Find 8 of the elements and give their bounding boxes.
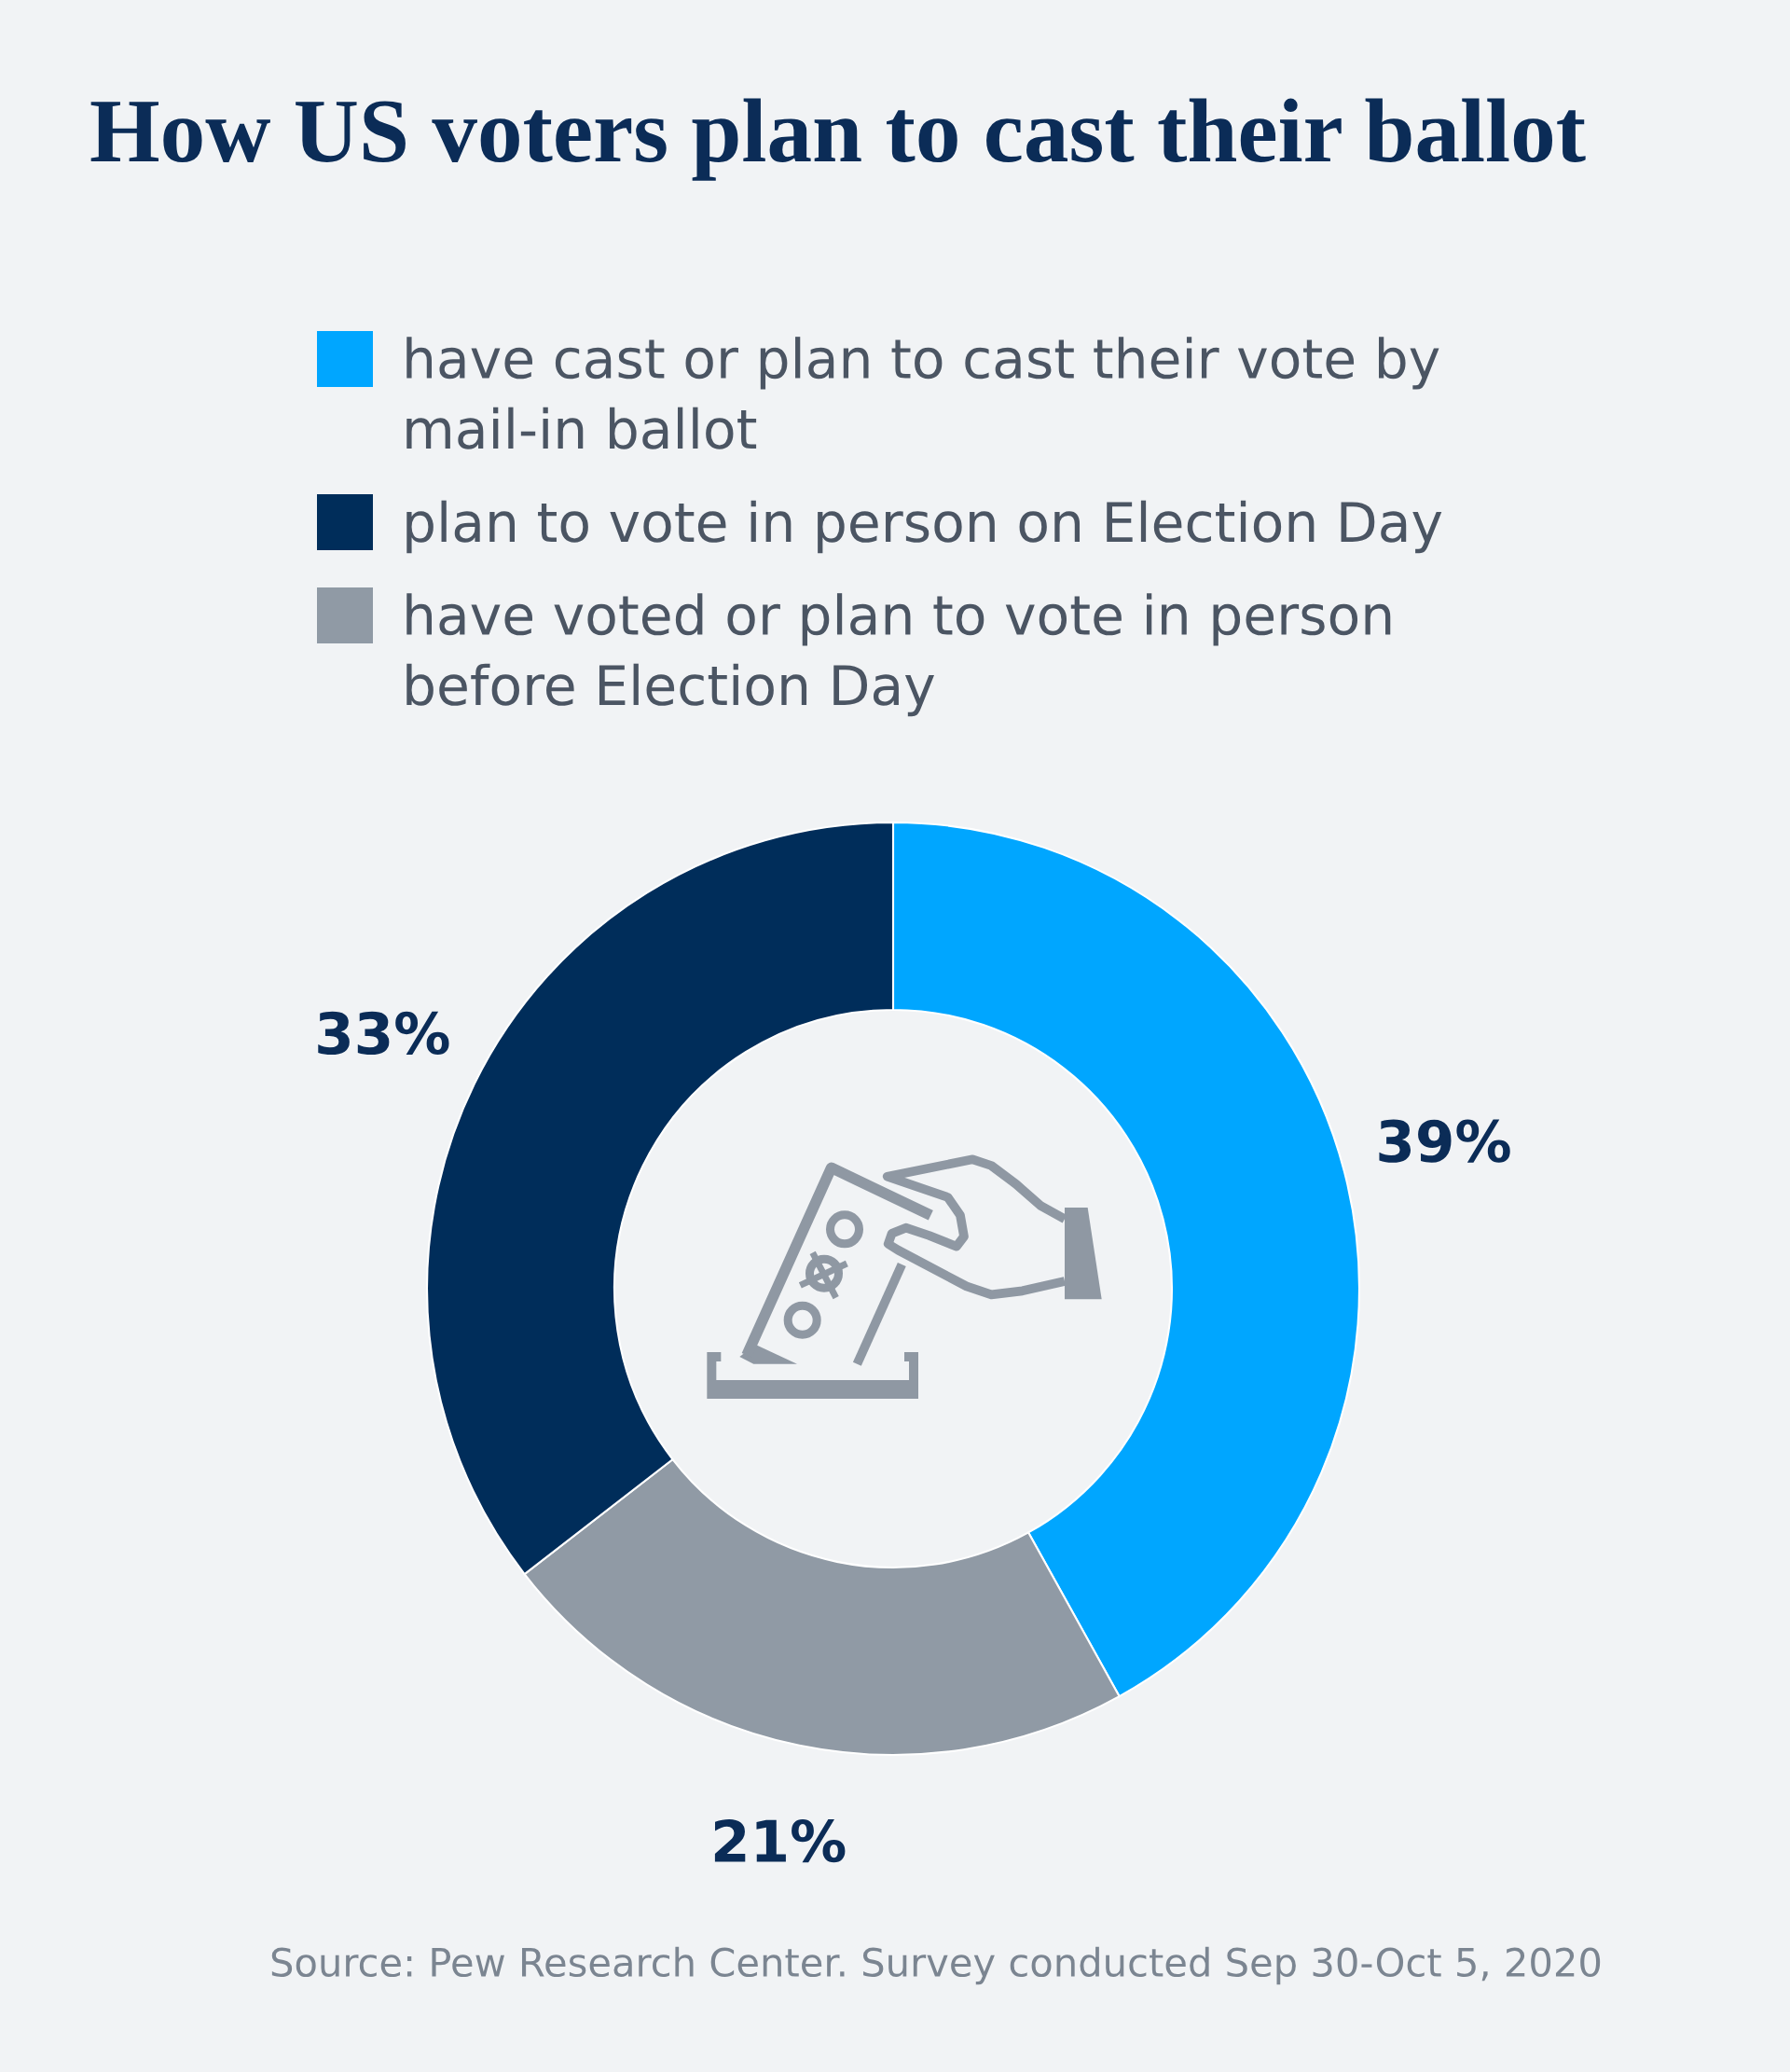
legend-label: have voted or plan to vote in person before Election Day [406, 593, 1391, 717]
data-label: 33% [318, 1011, 449, 1056]
data-label: 39% [1379, 1119, 1510, 1163]
chart-title: How US voters plan to cast their ballot [90, 98, 1586, 181]
data-label: 21% [714, 1819, 846, 1863]
legend-label: have cast or plan to cast their vote by mail-in ballot [406, 337, 1439, 449]
legend-label: plan to vote in person on Election Day [406, 500, 1442, 554]
source-note: Source: Pew Research Center. Survey conducted Sep 30-Oct 5, 2020 [271, 1946, 1601, 1985]
